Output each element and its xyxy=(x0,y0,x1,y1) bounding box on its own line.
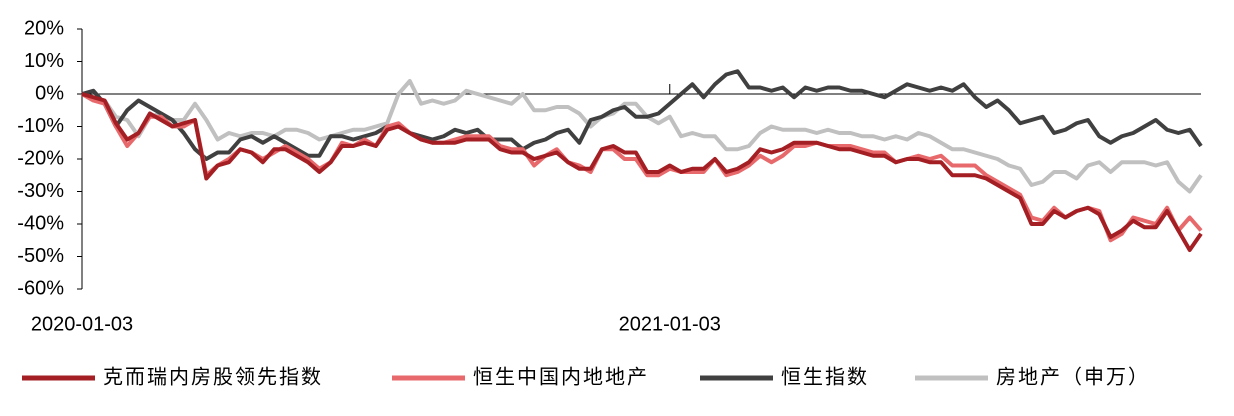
y-tick-label: 10% xyxy=(24,50,64,72)
x-tick-label: 2021-01-03 xyxy=(619,313,721,335)
y-tick-label: 20% xyxy=(24,17,64,39)
y-tick-label: -40% xyxy=(17,212,64,234)
series-line xyxy=(81,92,1203,252)
y-tick-label: -20% xyxy=(17,147,64,169)
legend-label: 恒生中国内地地产 xyxy=(473,365,649,388)
y-tick-label: -50% xyxy=(17,245,64,267)
y-tick-label: -10% xyxy=(17,115,64,137)
x-tick-label: 2020-01-03 xyxy=(31,313,133,335)
series-line xyxy=(81,79,1203,194)
legend-label: 克而瑞内房股领先指数 xyxy=(103,365,323,388)
legend-label: 房地产（申万） xyxy=(996,365,1150,388)
y-tick-label: 0% xyxy=(35,82,64,104)
series-line xyxy=(81,69,1203,161)
y-tick-label: -60% xyxy=(17,277,64,299)
y-tick-label: -30% xyxy=(17,180,64,202)
legend-label: 恒生指数 xyxy=(781,365,869,388)
